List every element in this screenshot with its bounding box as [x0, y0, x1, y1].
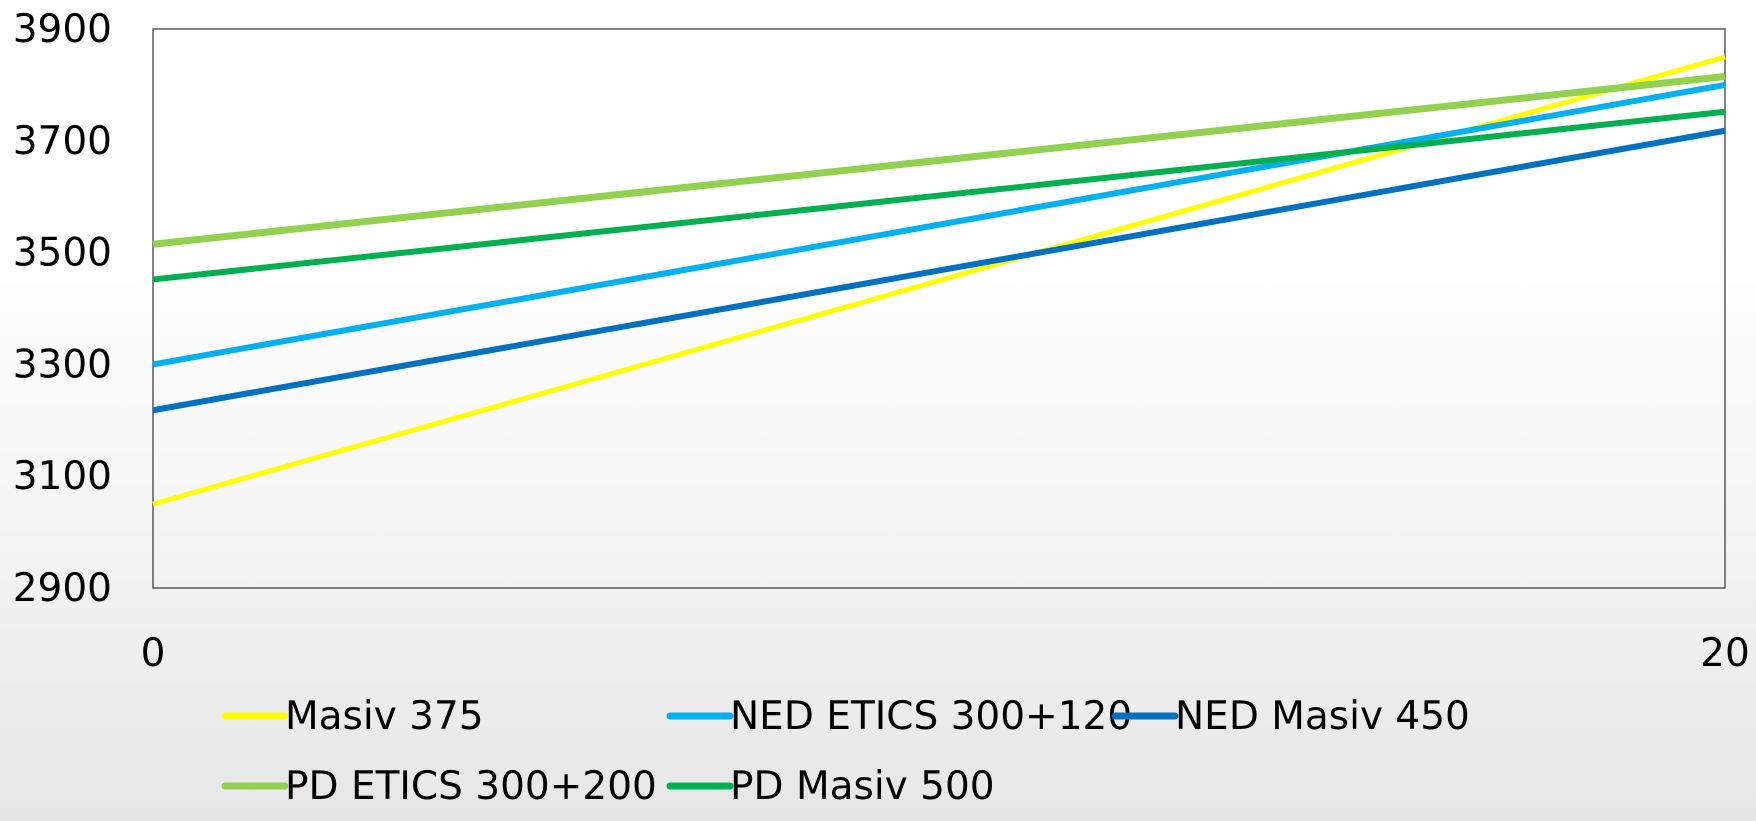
- y-tick-label: 3700: [13, 119, 112, 164]
- legend-item: PD Masiv 500: [666, 764, 995, 809]
- y-axis: 3900 3700 3500 3300 3100 2900: [13, 7, 112, 611]
- plot-area: [152, 28, 1726, 589]
- legend-item: NED Masiv 450: [1111, 694, 1470, 739]
- legend-label: PD Masiv 500: [730, 764, 995, 809]
- y-tick-label: 3100: [13, 454, 112, 499]
- x-tick-label: 20: [1700, 631, 1750, 676]
- y-tick-label: 2900: [13, 566, 112, 611]
- y-tick-label: 3500: [13, 231, 112, 276]
- y-tick-label: 3900: [13, 7, 112, 52]
- legend-label: NED ETICS 300+120: [730, 694, 1132, 739]
- series-lines: [152, 54, 1726, 507]
- series-line-pd-masiv-500: [152, 108, 1726, 283]
- x-axis: 0 20: [141, 631, 1750, 676]
- legend-label: NED Masiv 450: [1175, 694, 1470, 739]
- y-tick-label: 3300: [13, 342, 112, 387]
- x-tick-label: 0: [141, 631, 166, 676]
- legend-label: Masiv 375: [285, 694, 484, 739]
- legend: Masiv 375 NED ETICS 300+120 NED Masiv 45…: [221, 694, 1470, 809]
- legend-item: PD ETICS 300+200: [221, 764, 657, 809]
- series-line-pd-etics-300-200: [152, 73, 1726, 248]
- legend-label: PD ETICS 300+200: [285, 764, 657, 809]
- series-line-ned-masiv-450: [152, 127, 1726, 414]
- legend-item: NED ETICS 300+120: [666, 694, 1132, 739]
- series-line-ned-etics-300-120: [152, 81, 1726, 368]
- legend-item: Masiv 375: [221, 694, 484, 739]
